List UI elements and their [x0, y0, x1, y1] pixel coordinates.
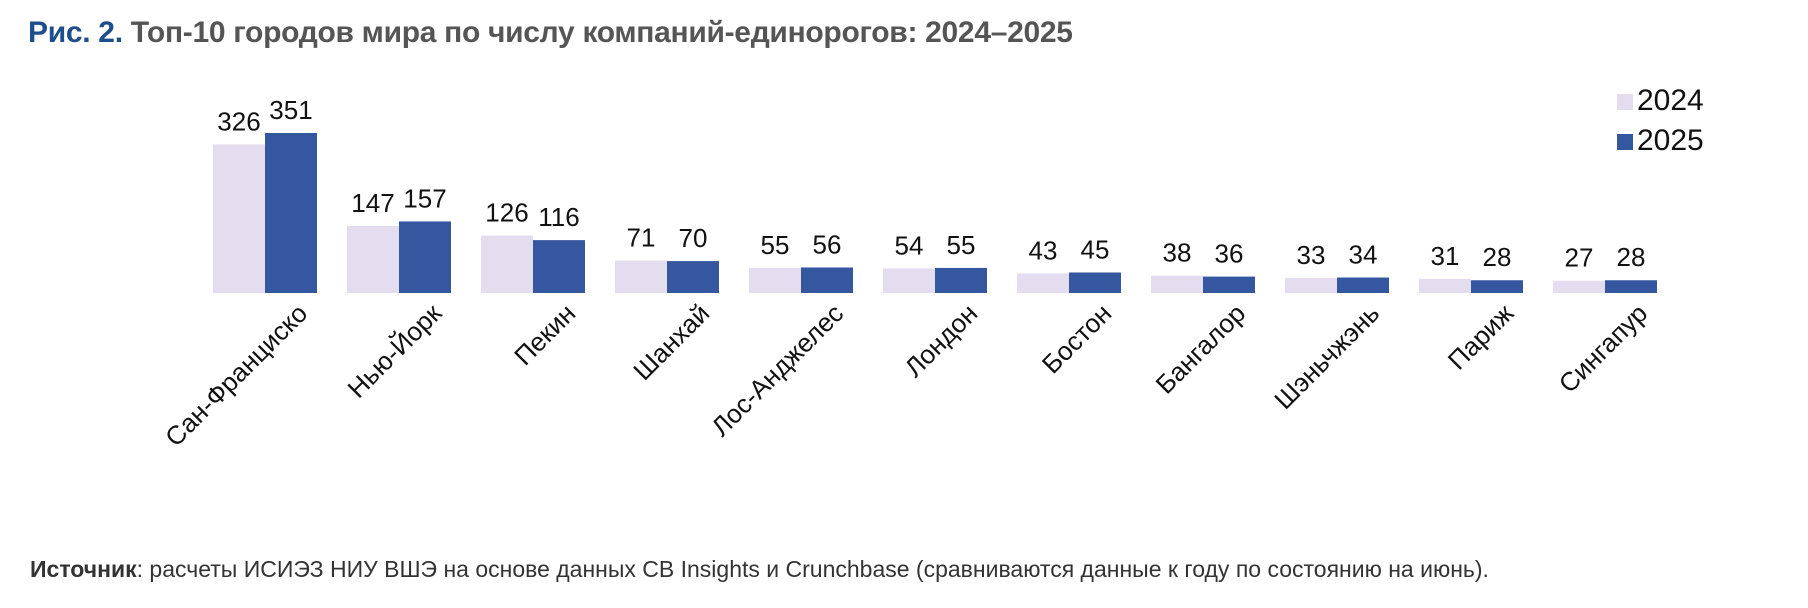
bar-2025-6 [935, 267, 987, 293]
category-label: Лондон [898, 298, 983, 383]
chart-area: 326 351 Сан-Франциско 147 157 Нью-Йорк 126 116 П… [159, 84, 1704, 452]
bar-2025-5 [801, 267, 853, 293]
data-label-2025-9: 34 [1349, 240, 1378, 270]
bar-2024-7 [1017, 273, 1069, 293]
legend-label-2024: 2024 [1637, 84, 1704, 117]
category-label: Шанхай [627, 298, 715, 386]
bar-2024-11 [1553, 280, 1605, 293]
data-label-2025-1: 351 [269, 95, 312, 125]
bar-2025-2 [399, 221, 451, 293]
bar-2024-10 [1419, 278, 1471, 293]
chart-title: Рис. 2. Топ-10 городов мира по числу ком… [28, 16, 1073, 50]
data-label-2024-10: 31 [1431, 241, 1460, 271]
bar-2025-7 [1069, 272, 1121, 293]
source-note: Источник: расчеты ИСИЭЗ НИУ ВШЭ на основ… [30, 556, 1489, 583]
source-text: : расчеты ИСИЭЗ НИУ ВШЭ на основе данных… [136, 556, 1489, 582]
data-label-2024-3: 126 [485, 198, 528, 228]
data-label-2025-3: 116 [538, 202, 579, 232]
data-label-2024-5: 55 [761, 230, 790, 260]
data-label-2024-11: 27 [1565, 243, 1594, 273]
legend-swatch-2024 [1617, 94, 1633, 110]
bar-2025-4 [667, 261, 719, 293]
category-label: Сан-Франциско [159, 298, 313, 452]
data-label-2025-7: 45 [1081, 234, 1110, 264]
data-label-2024-9: 33 [1297, 240, 1326, 270]
data-label-2024-7: 43 [1029, 235, 1058, 265]
category-label: Лос-Анджелес [705, 298, 849, 442]
category-label: Сингапур [1553, 298, 1654, 399]
data-label-2025-8: 36 [1215, 239, 1244, 269]
bar-2024-6 [883, 268, 935, 293]
data-label-2025-4: 70 [679, 223, 708, 253]
data-label-2024-4: 71 [627, 223, 656, 253]
bar-2025-10 [1471, 280, 1523, 293]
bar-2024-2 [347, 225, 399, 293]
figure-number: Рис. 2. [28, 16, 123, 49]
category-label: Пекин [508, 298, 581, 371]
bar-2024-9 [1285, 277, 1337, 293]
data-label-2024-8: 38 [1163, 238, 1192, 268]
bar-2025-8 [1203, 276, 1255, 293]
bar-2024-4 [615, 260, 667, 293]
category-label: Нью-Йорк [342, 298, 448, 404]
data-label-2025-6: 55 [947, 230, 976, 260]
data-label-2025-5: 56 [813, 229, 842, 259]
data-label-2024-2: 147 [351, 188, 394, 218]
legend-swatch-2025 [1617, 134, 1633, 150]
bar-2024-5 [749, 267, 801, 293]
data-label-2024-6: 54 [895, 230, 924, 260]
bar-2025-9 [1337, 277, 1389, 293]
bar-2025-3 [533, 240, 585, 293]
bar-2024-1 [213, 144, 265, 293]
bar-2025-11 [1605, 280, 1657, 293]
data-label-2025-11: 28 [1617, 242, 1646, 272]
data-label-2025-2: 157 [403, 183, 446, 213]
title-text: Топ-10 городов мира по числу компаний-ед… [130, 16, 1073, 49]
category-label: Бостон [1036, 298, 1117, 379]
data-label-2025-10: 28 [1483, 242, 1512, 272]
bar-2024-3 [481, 235, 533, 293]
category-label: Париж [1442, 298, 1520, 376]
legend-label-2025: 2025 [1637, 124, 1704, 157]
bar-2024-8 [1151, 275, 1203, 293]
source-label: Источник [30, 556, 137, 582]
category-label: Шэньчжэнь [1268, 298, 1385, 415]
category-label: Бангалор [1150, 298, 1252, 400]
bar-2025-1 [265, 133, 317, 293]
data-label-2024-1: 326 [217, 106, 260, 136]
